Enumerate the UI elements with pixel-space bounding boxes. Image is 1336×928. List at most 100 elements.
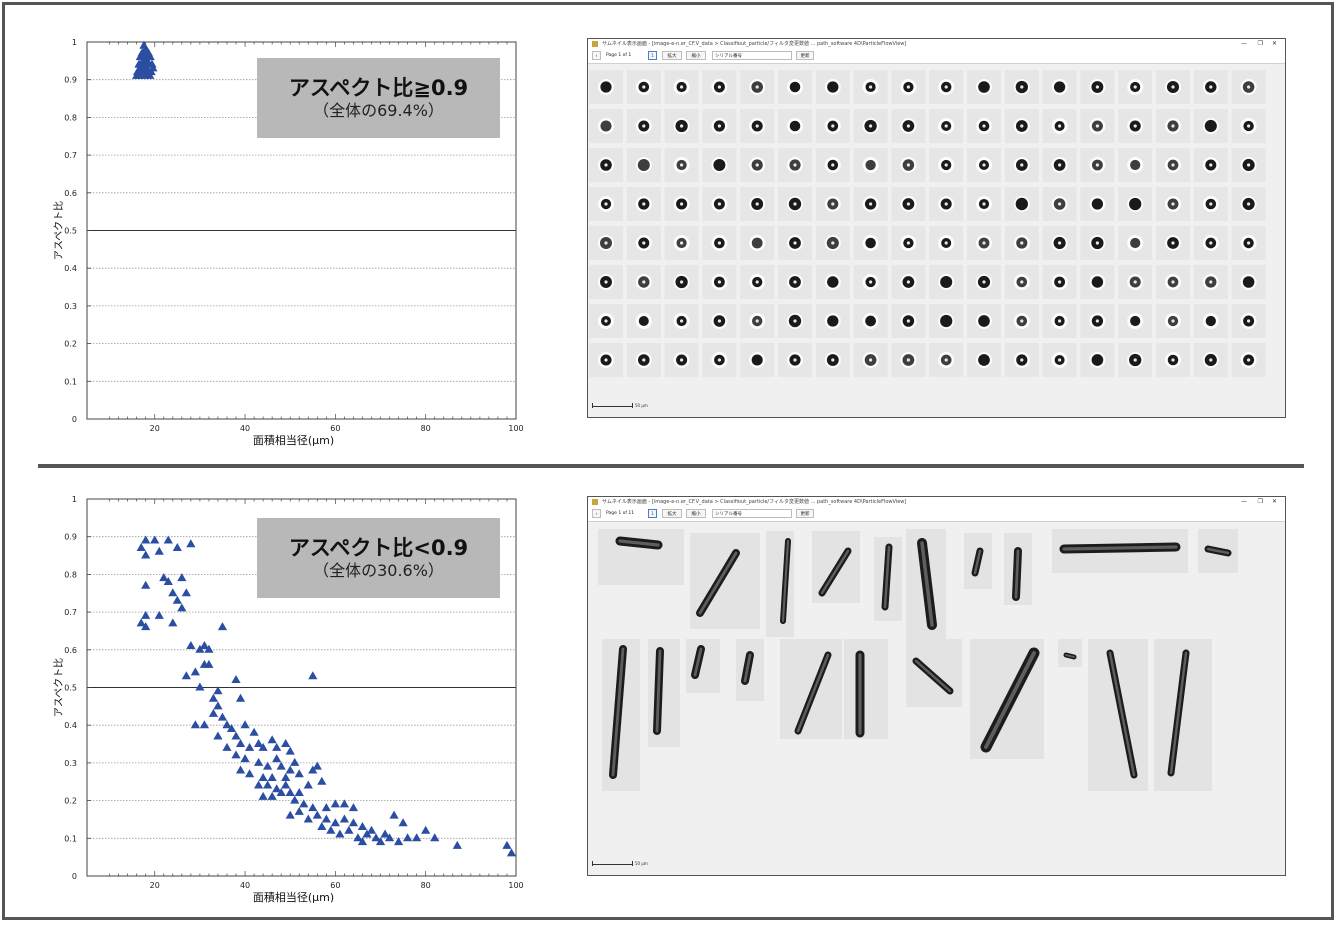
particle-thumbnail[interactable] — [664, 304, 699, 338]
particle-thumbnail[interactable] — [1004, 109, 1039, 143]
maximize-icon[interactable]: ❐ — [1257, 498, 1263, 505]
particle-thumbnail[interactable] — [1193, 343, 1228, 377]
prev-page-icon[interactable]: ‹ — [592, 509, 601, 518]
particle-thumbnail[interactable] — [626, 226, 661, 260]
particle-thumbnail[interactable] — [891, 226, 926, 260]
particle-thumbnail[interactable] — [740, 109, 775, 143]
particle-thumbnail[interactable] — [589, 265, 623, 299]
zoom-in-button[interactable]: 拡大 — [662, 51, 682, 60]
particle-thumbnail[interactable] — [1156, 226, 1190, 260]
particle-thumbnail[interactable] — [853, 265, 888, 299]
particle-thumbnail[interactable] — [664, 343, 699, 377]
particle-thumbnail[interactable] — [648, 639, 680, 747]
particle-thumbnail[interactable] — [702, 148, 737, 182]
particle-thumbnail[interactable] — [589, 70, 623, 104]
particle-thumbnail[interactable] — [891, 343, 926, 377]
particle-thumbnail[interactable] — [1080, 343, 1115, 377]
particle-thumbnail[interactable] — [967, 109, 1001, 143]
particle-thumbnail[interactable] — [1042, 226, 1077, 260]
particle-thumbnail[interactable] — [967, 265, 1001, 299]
particle-thumbnail[interactable] — [929, 109, 964, 143]
particle-thumbnail[interactable] — [891, 304, 926, 338]
particle-thumbnail[interactable] — [853, 343, 888, 377]
particle-thumbnail[interactable] — [589, 226, 623, 260]
particle-thumbnail[interactable] — [702, 343, 737, 377]
particle-thumbnail[interactable] — [626, 109, 661, 143]
particle-thumbnail[interactable] — [1231, 265, 1266, 299]
update-button[interactable]: 更新 — [796, 509, 814, 518]
particle-thumbnail[interactable] — [1231, 304, 1266, 338]
particle-thumbnail[interactable] — [1231, 109, 1266, 143]
particle-thumbnail[interactable] — [1156, 265, 1190, 299]
particle-thumbnail[interactable] — [766, 531, 794, 637]
particle-thumbnail[interactable] — [1118, 148, 1153, 182]
particle-thumbnail[interactable] — [664, 109, 699, 143]
particle-thumbnail[interactable] — [778, 304, 812, 338]
particle-thumbnail[interactable] — [967, 70, 1001, 104]
particle-thumbnail[interactable] — [815, 226, 850, 260]
particle-thumbnail[interactable] — [778, 70, 812, 104]
particle-thumbnail[interactable] — [1042, 265, 1077, 299]
particle-thumbnail[interactable] — [1118, 304, 1153, 338]
particle-thumbnail[interactable] — [686, 639, 720, 693]
particle-thumbnail[interactable] — [1088, 639, 1148, 791]
particle-thumbnail[interactable] — [589, 187, 623, 221]
particle-thumbnail[interactable] — [815, 109, 850, 143]
particle-thumbnail[interactable] — [1198, 529, 1238, 573]
zoom-out-button[interactable]: 縮小 — [686, 509, 706, 518]
particle-thumbnail[interactable] — [778, 148, 812, 182]
particle-thumbnail[interactable] — [702, 109, 737, 143]
particle-thumbnail[interactable] — [1080, 70, 1115, 104]
particle-thumbnail[interactable] — [815, 70, 850, 104]
particle-thumbnail[interactable] — [664, 226, 699, 260]
zoom-in-button[interactable]: 拡大 — [662, 509, 682, 518]
particle-thumbnail[interactable] — [1080, 109, 1115, 143]
particle-thumbnail[interactable] — [1193, 187, 1228, 221]
minimize-icon[interactable]: — — [1241, 498, 1247, 505]
particle-thumbnail[interactable] — [1118, 226, 1153, 260]
page-number-button[interactable]: 1 — [648, 509, 657, 518]
particle-thumbnail[interactable] — [702, 187, 737, 221]
particle-thumbnail[interactable] — [853, 187, 888, 221]
particle-thumbnail[interactable] — [1231, 70, 1266, 104]
particle-thumbnail[interactable] — [967, 304, 1001, 338]
particle-thumbnail[interactable] — [1080, 226, 1115, 260]
particle-thumbnail[interactable] — [598, 529, 684, 585]
update-button[interactable]: 更新 — [796, 51, 814, 60]
particle-thumbnail[interactable] — [812, 531, 860, 603]
particle-thumbnail[interactable] — [740, 148, 775, 182]
close-icon[interactable]: ✕ — [1271, 40, 1277, 47]
sort-select[interactable]: シリアル番号 — [712, 51, 792, 60]
particle-thumbnail[interactable] — [967, 148, 1001, 182]
particle-thumbnail[interactable] — [626, 304, 661, 338]
particle-thumbnail[interactable] — [740, 70, 775, 104]
minimize-icon[interactable]: — — [1241, 40, 1247, 47]
particle-thumbnail[interactable] — [967, 187, 1001, 221]
particle-thumbnail[interactable] — [853, 304, 888, 338]
particle-thumbnail[interactable] — [1156, 343, 1190, 377]
particle-thumbnail[interactable] — [1042, 70, 1077, 104]
page-number-button[interactable]: 1 — [648, 51, 657, 60]
particle-thumbnail[interactable] — [1193, 148, 1228, 182]
particle-thumbnail[interactable] — [1193, 304, 1228, 338]
particle-thumbnail[interactable] — [664, 265, 699, 299]
particle-thumbnail[interactable] — [891, 265, 926, 299]
particle-thumbnail[interactable] — [740, 343, 775, 377]
particle-thumbnail[interactable] — [967, 226, 1001, 260]
particle-thumbnail[interactable] — [690, 533, 760, 629]
particle-thumbnail[interactable] — [1042, 148, 1077, 182]
particle-thumbnail[interactable] — [602, 639, 640, 791]
particle-thumbnail[interactable] — [1118, 70, 1153, 104]
particle-thumbnail[interactable] — [780, 639, 842, 739]
particle-thumbnail[interactable] — [906, 639, 962, 707]
particle-thumbnail[interactable] — [589, 304, 623, 338]
particle-thumbnail[interactable] — [815, 187, 850, 221]
particle-thumbnail[interactable] — [1118, 187, 1153, 221]
particle-thumbnail[interactable] — [1042, 343, 1077, 377]
particle-thumbnail[interactable] — [929, 187, 964, 221]
particle-thumbnail[interactable] — [740, 265, 775, 299]
particle-thumbnail[interactable] — [929, 148, 964, 182]
sort-select[interactable]: シリアル番号 — [712, 509, 792, 518]
particle-thumbnail[interactable] — [853, 226, 888, 260]
particle-thumbnail[interactable] — [815, 343, 850, 377]
